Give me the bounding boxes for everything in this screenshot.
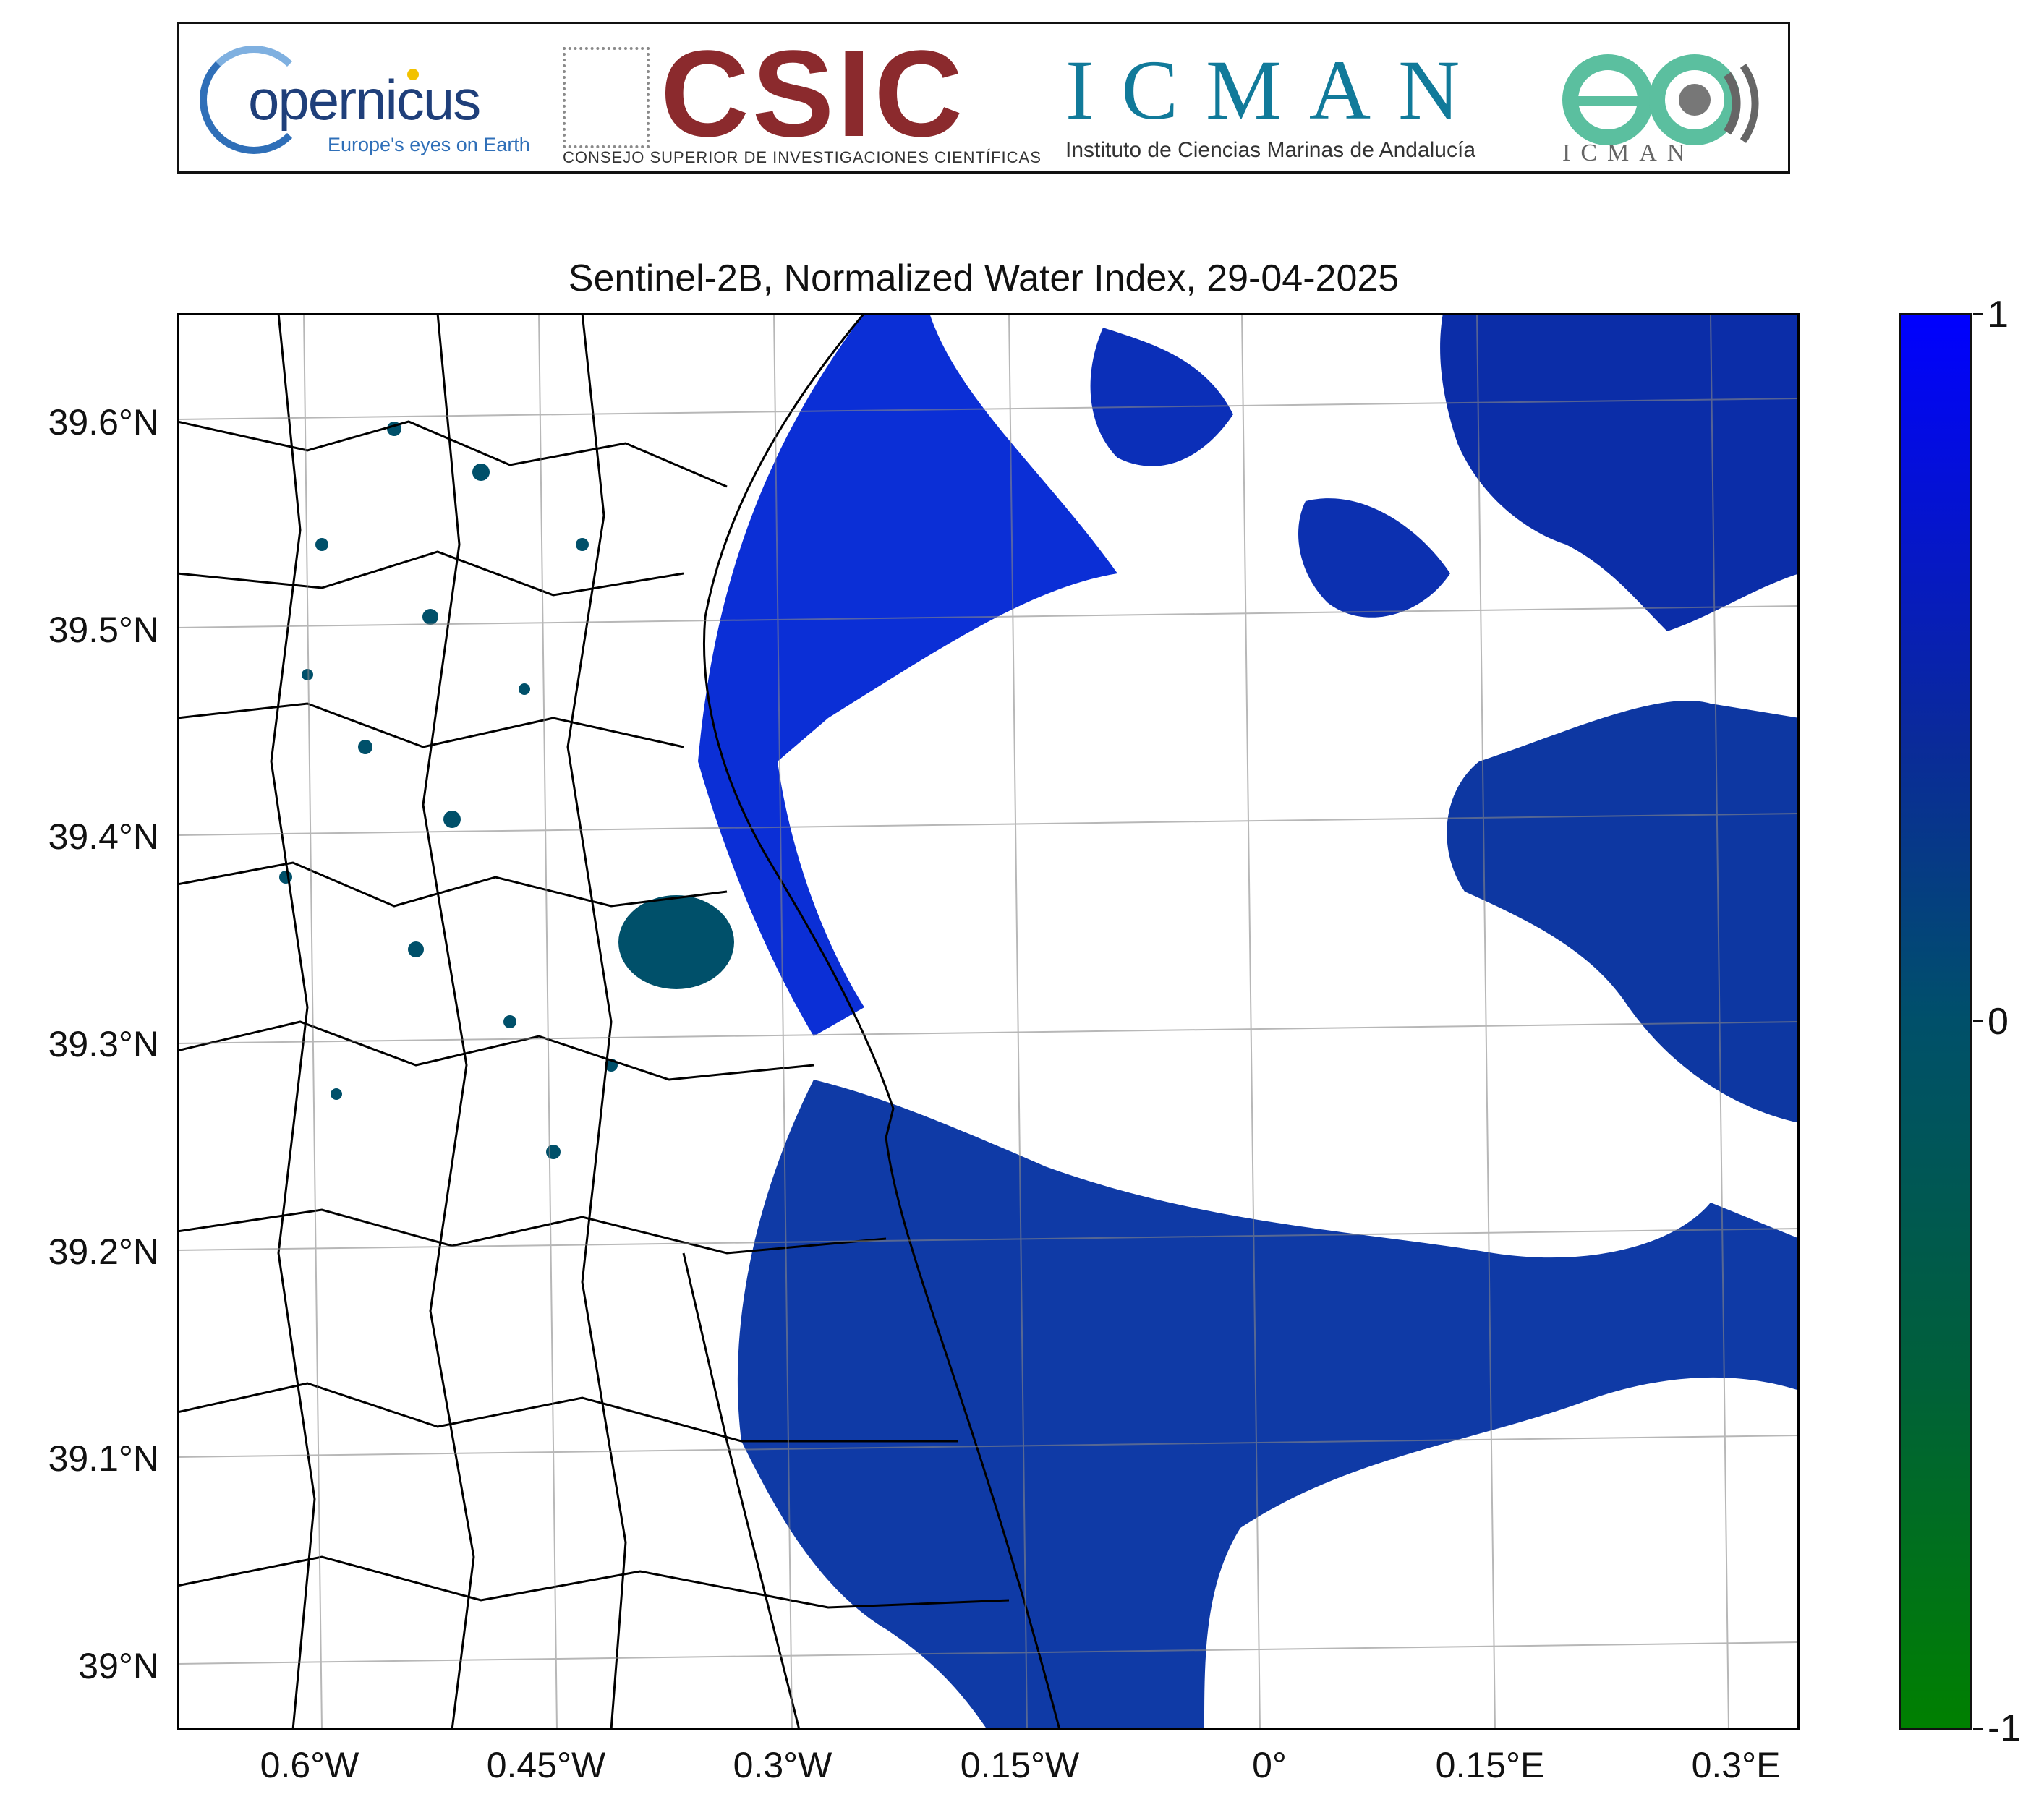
map-title: Sentinel-2B, Normalized Water Index, 29-… xyxy=(568,257,1400,299)
inland-water-pixels xyxy=(279,422,618,1159)
copernicus-tagline: Europe's eyes on Earth xyxy=(328,134,530,155)
sea-water-region xyxy=(698,313,1117,1036)
x-tick-label: 0° xyxy=(1252,1745,1287,1785)
x-tick-label: 0.6°W xyxy=(260,1745,359,1785)
colorbar-tick xyxy=(1973,313,1983,315)
northeast-water-patches xyxy=(1440,313,1800,631)
y-tick-label: 39.1°N xyxy=(48,1438,159,1479)
eo-subtitle: ICMAN xyxy=(1562,140,1695,166)
x-tick-label: 0.3°W xyxy=(733,1745,832,1785)
eo-icman-logo-icon xyxy=(1562,54,1759,145)
copernicus-logo-ring-icon xyxy=(200,46,308,154)
x-tick-label: 0.15°E xyxy=(1435,1745,1545,1785)
colorbar-label-min: -1 xyxy=(1988,1707,2022,1749)
icman-subtitle: Instituto de Ciencias Marinas de Andaluc… xyxy=(1065,138,1475,162)
colorbar-tick xyxy=(1973,1020,1983,1022)
y-tick-label: 39°N xyxy=(78,1646,159,1686)
y-tick-label: 39.6°N xyxy=(48,402,159,443)
csic-seal-icon xyxy=(563,47,650,148)
eastern-water-region xyxy=(1447,701,1800,1123)
x-tick-label: 0.3°E xyxy=(1691,1745,1781,1785)
y-tick-label: 39.4°N xyxy=(48,816,159,857)
y-tick-label: 39.3°N xyxy=(48,1024,159,1064)
northern-water-patch xyxy=(1090,328,1233,466)
municipal-boundaries xyxy=(177,313,1010,1730)
csic-subtitle: CONSEJO SUPERIOR DE INVESTIGACIONES CIEN… xyxy=(563,148,1042,166)
colorbar-label-max: 1 xyxy=(1988,294,2009,336)
southern-water-plume xyxy=(737,1080,1800,1730)
colorbar-tick xyxy=(1973,1728,1983,1730)
albufera-lagoon xyxy=(618,895,734,989)
central-water-patch xyxy=(1298,498,1450,618)
x-tick-label: 0.15°W xyxy=(960,1745,1080,1785)
y-tick-label: 39.2°N xyxy=(48,1231,159,1272)
csic-logo-text: CSIC xyxy=(660,25,966,163)
logo-banner: opernicus Europe's eyes on Earth CSIC CO… xyxy=(177,22,1790,174)
colorbar-label-mid: 0 xyxy=(1988,1001,2009,1043)
ndwi-map xyxy=(177,313,1800,1730)
colorbar xyxy=(1899,313,1972,1730)
graticule xyxy=(177,313,1800,1730)
coastline xyxy=(702,313,1061,1730)
copernicus-logo-text: opernicus xyxy=(248,68,481,132)
copernicus-logo-dot-icon xyxy=(407,69,419,80)
y-tick-label: 39.5°N xyxy=(48,610,159,650)
x-tick-label: 0.45°W xyxy=(486,1745,606,1785)
icman-logo-text: ICMAN xyxy=(1065,43,1488,137)
